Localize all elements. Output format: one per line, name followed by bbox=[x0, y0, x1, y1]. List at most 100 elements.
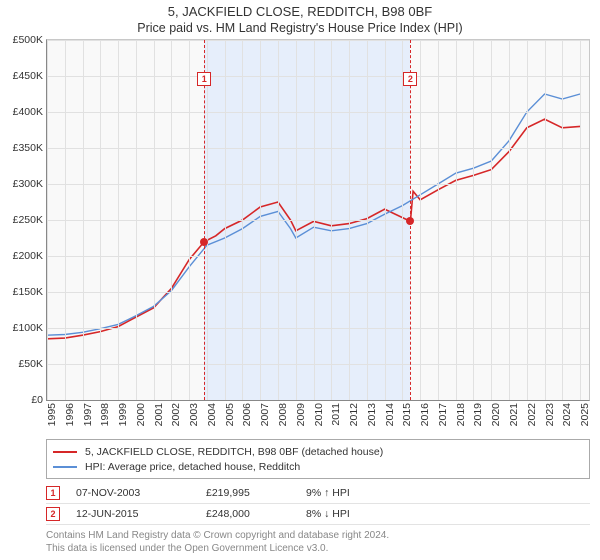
sales-row: 212-JUN-2015£248,0008% ↓ HPI bbox=[46, 504, 590, 525]
legend-label: HPI: Average price, detached house, Redd… bbox=[85, 461, 300, 473]
chart-subtitle: Price paid vs. HM Land Registry's House … bbox=[0, 19, 600, 39]
gridline-v bbox=[207, 40, 208, 400]
gridline-v bbox=[509, 40, 510, 400]
legend-swatch bbox=[53, 466, 77, 468]
legend-row: HPI: Average price, detached house, Redd… bbox=[53, 459, 583, 474]
gridline-v bbox=[385, 40, 386, 400]
gridline-v bbox=[402, 40, 403, 400]
y-axis-label: £250K bbox=[1, 214, 43, 226]
y-axis-label: £500K bbox=[1, 34, 43, 46]
footer-line: Contains HM Land Registry data © Crown c… bbox=[46, 529, 590, 542]
sale-marker-box: 1 bbox=[197, 72, 211, 86]
gridline-h bbox=[47, 40, 589, 41]
gridline-v bbox=[225, 40, 226, 400]
x-axis-label: 2002 bbox=[170, 403, 182, 426]
gridline-v bbox=[83, 40, 84, 400]
gridline-v bbox=[65, 40, 66, 400]
y-axis-label: £0 bbox=[1, 394, 43, 406]
y-axis-label: £150K bbox=[1, 286, 43, 298]
gridline-h bbox=[47, 256, 589, 257]
x-axis-label: 1998 bbox=[99, 403, 111, 426]
gridline-v bbox=[171, 40, 172, 400]
x-axis-label: 2007 bbox=[259, 403, 271, 426]
sale-marker-box: 2 bbox=[403, 72, 417, 86]
x-axis-label: 1995 bbox=[46, 403, 58, 426]
x-axis-label: 2024 bbox=[561, 403, 573, 426]
x-axis-label: 2004 bbox=[206, 403, 218, 426]
y-axis-label: £350K bbox=[1, 142, 43, 154]
gridline-v bbox=[545, 40, 546, 400]
gridline-v bbox=[420, 40, 421, 400]
sales-marker-icon: 1 bbox=[46, 486, 60, 500]
gridline-v bbox=[456, 40, 457, 400]
x-axis-label: 2003 bbox=[188, 403, 200, 426]
gridline-v bbox=[260, 40, 261, 400]
gridline-v bbox=[438, 40, 439, 400]
gridline-h bbox=[47, 292, 589, 293]
x-axis-label: 1999 bbox=[117, 403, 129, 426]
x-axis-label: 2005 bbox=[224, 403, 236, 426]
sales-date: 12-JUN-2015 bbox=[76, 508, 206, 520]
x-axis-label: 2013 bbox=[366, 403, 378, 426]
x-axis-label: 2006 bbox=[241, 403, 253, 426]
gridline-v bbox=[562, 40, 563, 400]
sales-row: 107-NOV-2003£219,9959% ↑ HPI bbox=[46, 483, 590, 504]
footer-attribution: Contains HM Land Registry data © Crown c… bbox=[46, 529, 590, 555]
gridline-h bbox=[47, 112, 589, 113]
x-axis-label: 2015 bbox=[401, 403, 413, 426]
x-axis-label: 2000 bbox=[135, 403, 147, 426]
x-axis-label: 2011 bbox=[330, 403, 342, 426]
gridline-v bbox=[349, 40, 350, 400]
x-axis-label: 2021 bbox=[508, 403, 520, 426]
gridline-v bbox=[367, 40, 368, 400]
x-axis-label: 2018 bbox=[455, 403, 467, 426]
chart-plot-area: £0£50K£100K£150K£200K£250K£300K£350K£400… bbox=[46, 39, 590, 401]
x-axis-label: 2014 bbox=[384, 403, 396, 426]
gridline-h bbox=[47, 220, 589, 221]
gridline-v bbox=[296, 40, 297, 400]
sale-marker-line bbox=[204, 40, 205, 400]
footer-line: This data is licensed under the Open Gov… bbox=[46, 542, 590, 555]
x-axis-label: 2017 bbox=[437, 403, 449, 426]
gridline-v bbox=[242, 40, 243, 400]
gridline-v bbox=[118, 40, 119, 400]
gridline-v bbox=[331, 40, 332, 400]
y-axis-label: £400K bbox=[1, 106, 43, 118]
x-axis-label: 2008 bbox=[277, 403, 289, 426]
x-axis-label: 2025 bbox=[579, 403, 591, 426]
x-axis-label: 2009 bbox=[295, 403, 307, 426]
x-axis-label: 2022 bbox=[526, 403, 538, 426]
sales-price: £248,000 bbox=[206, 508, 306, 520]
y-axis-label: £100K bbox=[1, 322, 43, 334]
gridline-h bbox=[47, 328, 589, 329]
legend-label: 5, JACKFIELD CLOSE, REDDITCH, B98 0BF (d… bbox=[85, 446, 383, 458]
x-axis-label: 2020 bbox=[490, 403, 502, 426]
gridline-v bbox=[473, 40, 474, 400]
sales-delta: 9% ↑ HPI bbox=[306, 487, 406, 499]
gridline-v bbox=[278, 40, 279, 400]
gridline-v bbox=[527, 40, 528, 400]
gridline-v bbox=[189, 40, 190, 400]
x-axis-label: 2019 bbox=[472, 403, 484, 426]
y-axis-label: £200K bbox=[1, 250, 43, 262]
x-axis-label: 2023 bbox=[544, 403, 556, 426]
y-axis-label: £50K bbox=[1, 358, 43, 370]
gridline-v bbox=[100, 40, 101, 400]
sales-delta: 8% ↓ HPI bbox=[306, 508, 406, 520]
gridline-h bbox=[47, 76, 589, 77]
gridline-v bbox=[154, 40, 155, 400]
x-axis-label: 2016 bbox=[419, 403, 431, 426]
gridline-h bbox=[47, 364, 589, 365]
chart-title: 5, JACKFIELD CLOSE, REDDITCH, B98 0BF bbox=[0, 0, 600, 19]
x-axis-label: 1996 bbox=[64, 403, 76, 426]
gridline-v bbox=[314, 40, 315, 400]
x-axis-label: 1997 bbox=[82, 403, 94, 426]
gridline-v bbox=[491, 40, 492, 400]
legend-swatch bbox=[53, 451, 77, 453]
sale-point bbox=[200, 238, 208, 246]
sale-point bbox=[406, 217, 414, 225]
y-axis-label: £300K bbox=[1, 178, 43, 190]
legend-row: 5, JACKFIELD CLOSE, REDDITCH, B98 0BF (d… bbox=[53, 444, 583, 459]
y-axis-label: £450K bbox=[1, 70, 43, 82]
x-axis-label: 2001 bbox=[153, 403, 165, 426]
